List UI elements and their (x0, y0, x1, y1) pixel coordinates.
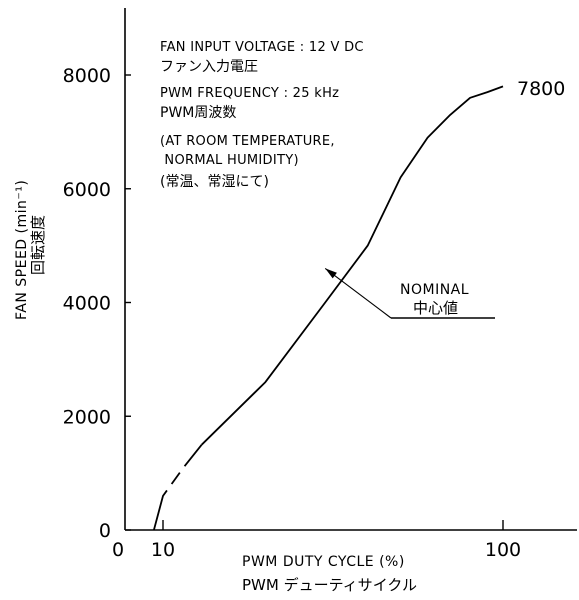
x-origin-label: 0 (112, 539, 124, 561)
x-ticks: 10 100 0 (112, 520, 521, 561)
nominal-label: NOMINAL (400, 282, 469, 298)
x-axis-title-jp: PWM デューティサイクル (242, 576, 417, 594)
note-line-conditions-1: (AT ROOM TEMPERATURE, (160, 134, 335, 149)
y-tick-label: 4000 (63, 293, 111, 315)
nominal-annotation: NOMINAL 中心値 (324, 267, 495, 319)
series-group (153, 85, 504, 531)
note-line-conditions-jp: (常温、常湿にて) (160, 174, 269, 190)
series-line-dashed (153, 444, 203, 531)
y-tick-label: 2000 (63, 406, 111, 428)
y-axis-title-jp: 回転速度 (29, 215, 47, 275)
nominal-arrowhead (325, 268, 337, 279)
y-tick-label: 6000 (63, 179, 111, 201)
y-tick-label: 0 (99, 520, 111, 542)
series-line-solid (201, 85, 504, 446)
note-line-frequency: PWM FREQUENCY : 25 kHz (160, 86, 339, 101)
x-tick-label: 10 (151, 539, 175, 561)
note-line-voltage-jp: ファン入力電圧 (160, 59, 258, 75)
x-axis-title: PWM DUTY CYCLE (%) (242, 554, 405, 570)
nominal-leader-line (324, 267, 392, 319)
chart-notes: FAN INPUT VOLTAGE : 12 V DC ファン入力電圧 PWM … (160, 40, 364, 190)
note-line-frequency-jp: PWM周波数 (160, 105, 236, 121)
nominal-label-jp: 中心値 (413, 299, 458, 317)
note-line-voltage: FAN INPUT VOLTAGE : 12 V DC (160, 40, 364, 55)
end-value-label: 7800 (517, 78, 565, 100)
y-axis-title: FAN SPEED (min⁻¹) (14, 180, 30, 320)
note-line-conditions-2: NORMAL HUMIDITY) (160, 153, 299, 168)
y-tick-label: 8000 (63, 65, 111, 87)
x-tick-label: 100 (485, 539, 521, 561)
y-ticks: 0 2000 4000 6000 8000 (63, 65, 131, 542)
